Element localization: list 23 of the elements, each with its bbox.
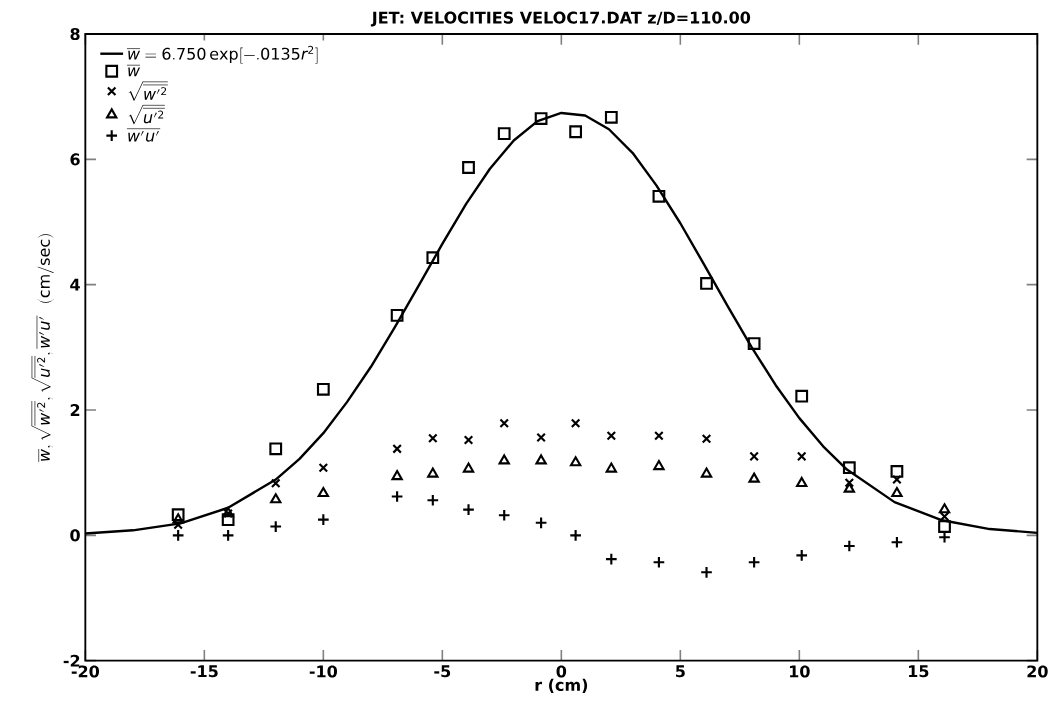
chart-title: JET: VELOCITIES VELOC17.DAT z/D=110.00 [370, 11, 751, 27]
x-tick-label: 5 [676, 665, 685, 678]
x-tick-label: -5 [434, 665, 451, 678]
legend-label: $\sqrt{\overline{u'^{2}}}$ [128, 105, 165, 125]
x-tick-label: 20 [1027, 665, 1048, 678]
x-tick-label: -15 [190, 665, 218, 678]
y-tick-label: 8 [70, 27, 80, 41]
legend-label: $\overline{w}$ [126, 65, 141, 77]
y-axis-title: $\overline{w},\sqrt{\overline{w'^{2}}},\sqrt{\overline{u'^{2}}},\overline{w'u'}\ \ (\mathrm{cm/sec})$ [31, 234, 54, 463]
legend-label: $\overline{w'u'}$ [126, 128, 161, 142]
legend-label: $\overline{w}=6.750\exp[-.0135r^{2}]$ [126, 45, 318, 64]
legend-label: $\sqrt{\overline{w'^{2}}}$ [128, 81, 168, 101]
x-tick-label: 0 [556, 665, 567, 678]
x-tick-label: 10 [790, 665, 810, 678]
y-tick-label: 6 [70, 153, 80, 166]
x-axis-title: r (cm) [535, 678, 588, 693]
y-tick-label: 0 [70, 529, 80, 542]
y-tick-label: 2 [70, 404, 80, 416]
x-tick-label: -10 [309, 665, 338, 678]
x-tick-label: 15 [909, 665, 929, 678]
y-tick-label: -2 [63, 654, 80, 667]
y-tick-label: 4 [70, 278, 80, 291]
x-tick-label: -20 [71, 665, 100, 678]
